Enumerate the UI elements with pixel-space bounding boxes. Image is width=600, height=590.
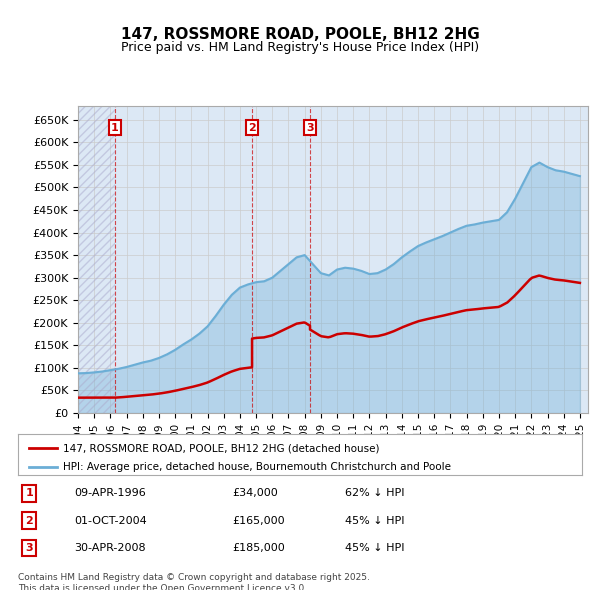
- Text: 3: 3: [306, 123, 314, 133]
- Text: £34,000: £34,000: [232, 489, 278, 499]
- Text: 45% ↓ HPI: 45% ↓ HPI: [345, 516, 404, 526]
- Text: 30-APR-2008: 30-APR-2008: [74, 543, 146, 553]
- Text: 2: 2: [25, 516, 33, 526]
- Text: 1: 1: [25, 489, 33, 499]
- Text: 147, ROSSMORE ROAD, POOLE, BH12 2HG (detached house): 147, ROSSMORE ROAD, POOLE, BH12 2HG (det…: [63, 443, 380, 453]
- Text: 09-APR-1996: 09-APR-1996: [74, 489, 146, 499]
- Text: Price paid vs. HM Land Registry's House Price Index (HPI): Price paid vs. HM Land Registry's House …: [121, 41, 479, 54]
- Text: 147, ROSSMORE ROAD, POOLE, BH12 2HG: 147, ROSSMORE ROAD, POOLE, BH12 2HG: [121, 27, 479, 41]
- Text: 62% ↓ HPI: 62% ↓ HPI: [345, 489, 404, 499]
- Text: Contains HM Land Registry data © Crown copyright and database right 2025.
This d: Contains HM Land Registry data © Crown c…: [18, 573, 370, 590]
- Text: 2: 2: [248, 123, 256, 133]
- Text: HPI: Average price, detached house, Bournemouth Christchurch and Poole: HPI: Average price, detached house, Bour…: [63, 462, 451, 471]
- Text: £185,000: £185,000: [232, 543, 285, 553]
- Text: 45% ↓ HPI: 45% ↓ HPI: [345, 543, 404, 553]
- Text: 01-OCT-2004: 01-OCT-2004: [74, 516, 147, 526]
- Text: 1: 1: [111, 123, 119, 133]
- Text: £165,000: £165,000: [232, 516, 285, 526]
- Text: 3: 3: [25, 543, 33, 553]
